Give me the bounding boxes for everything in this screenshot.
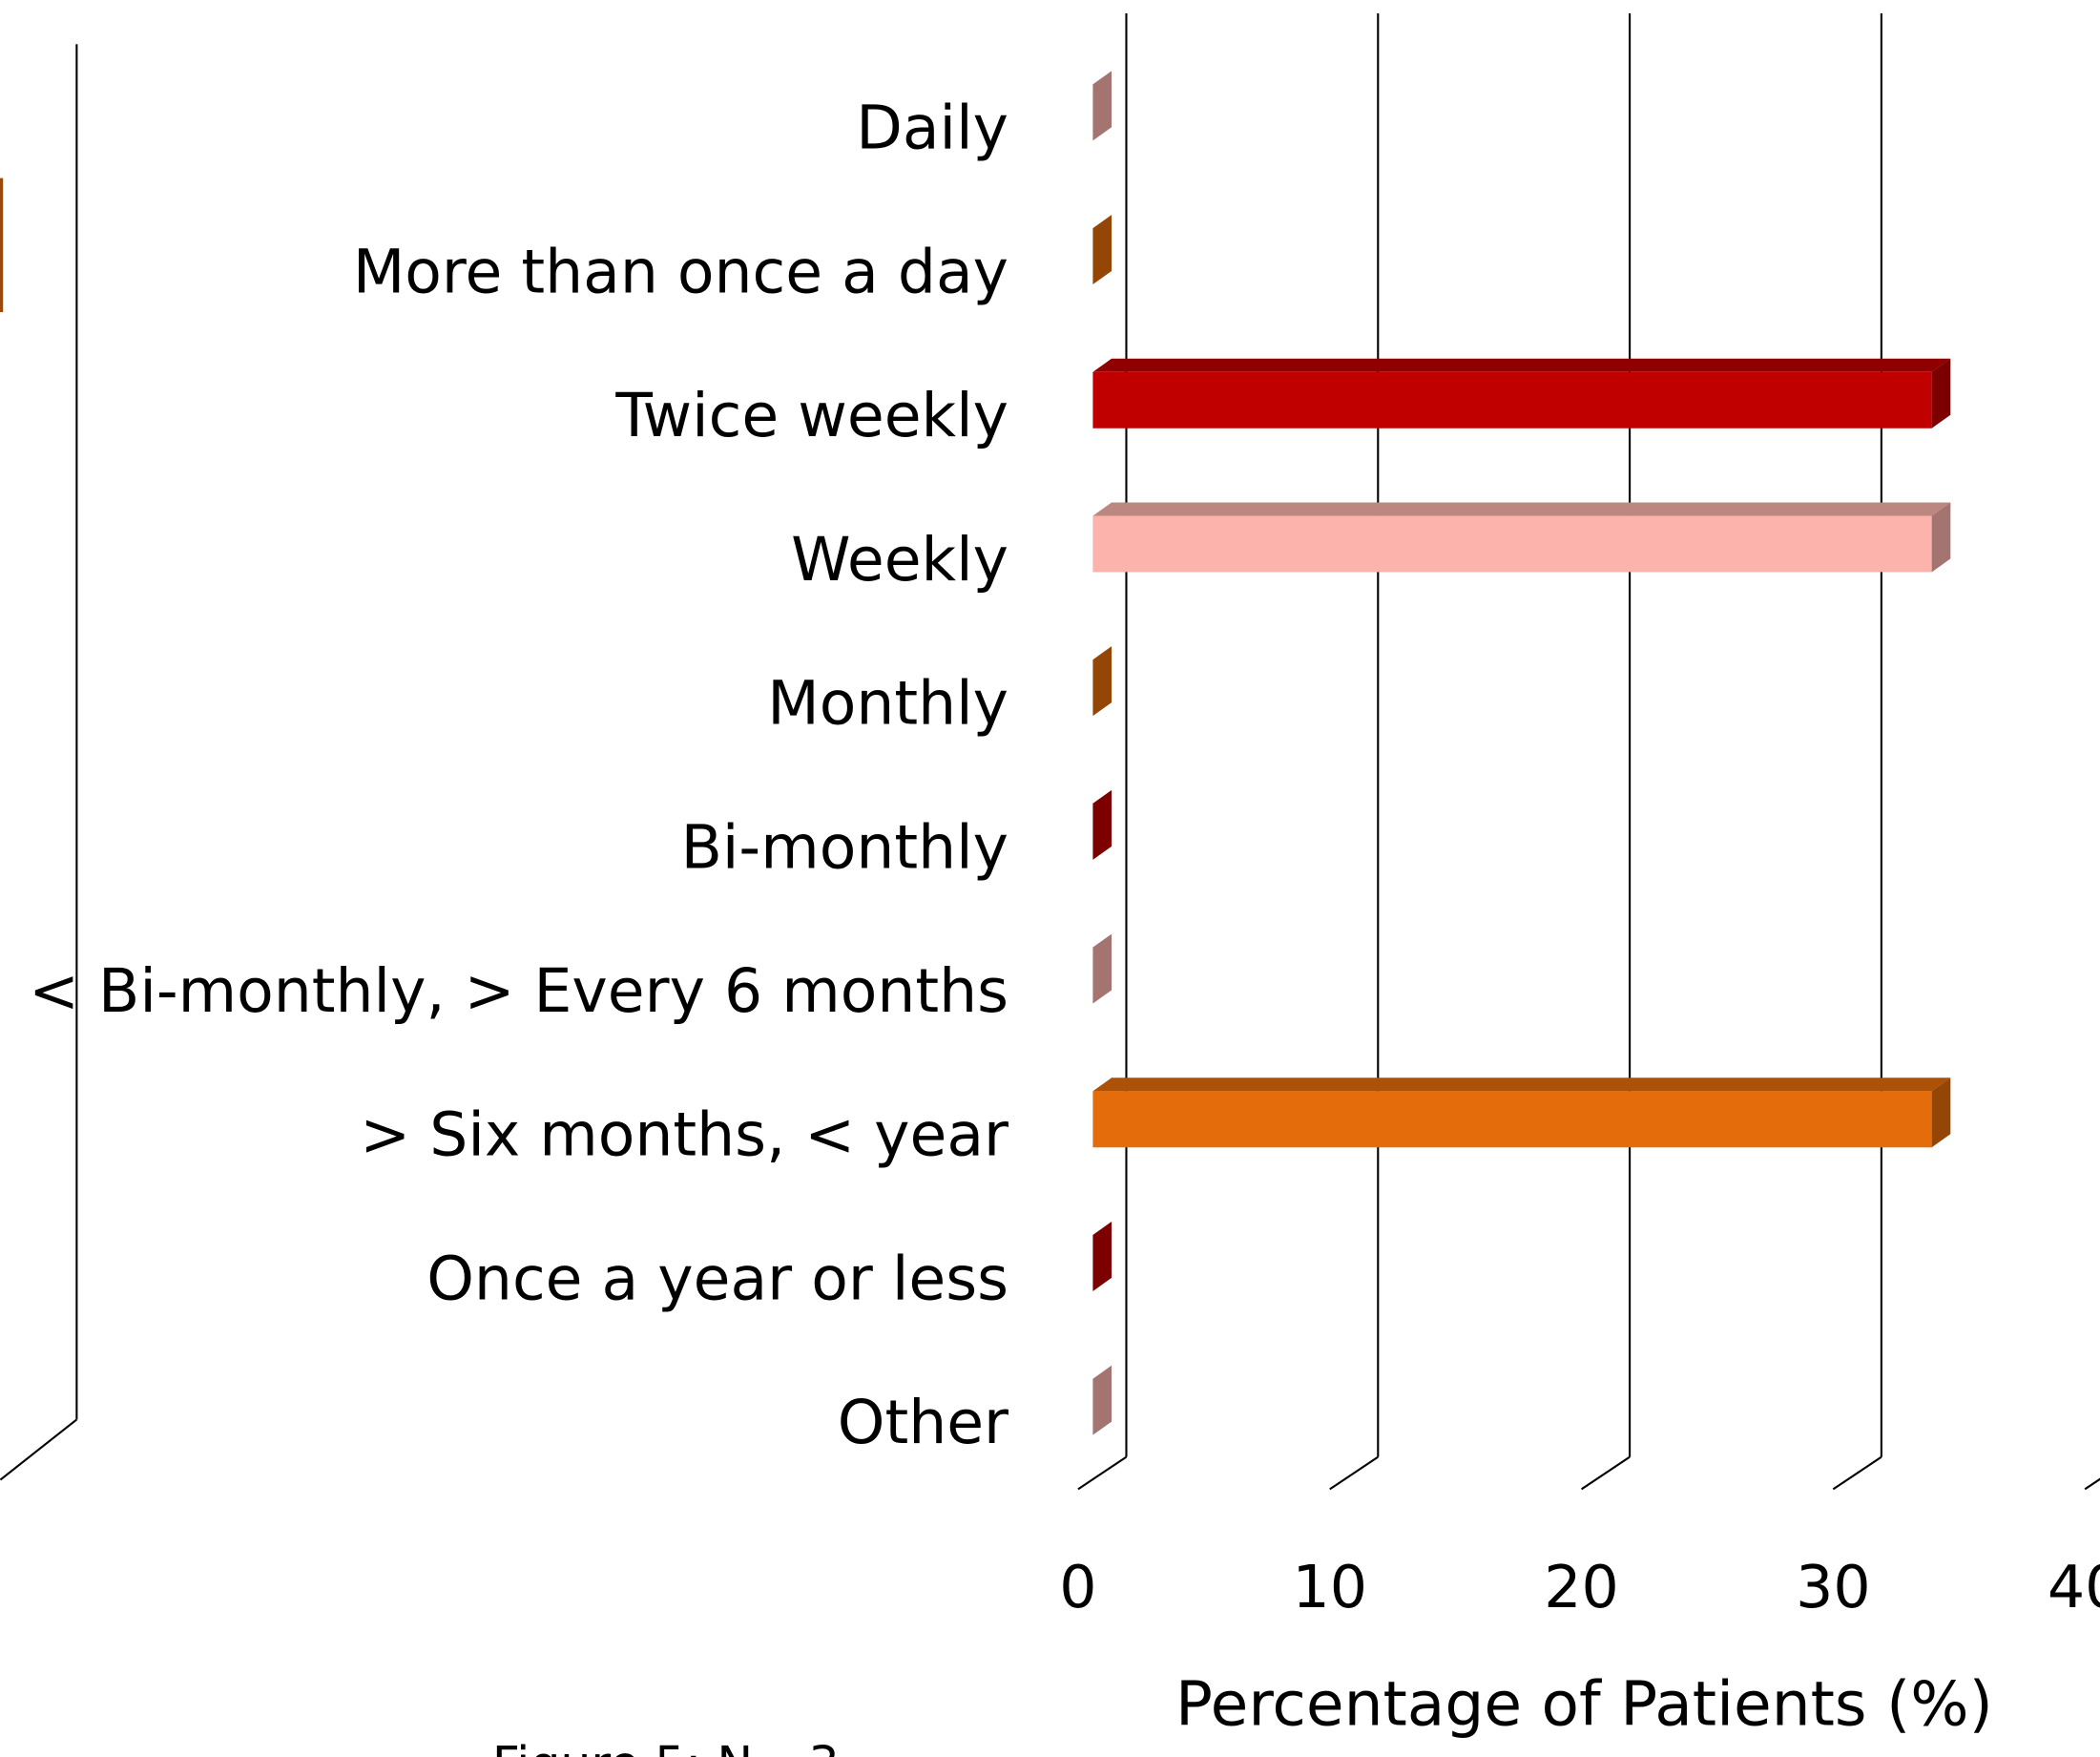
category-label: More than once a day [353, 236, 1008, 306]
category-label: Weekly [791, 524, 1008, 595]
bar-side [1931, 1077, 1951, 1148]
category-label: Once a year or less [426, 1243, 1008, 1313]
caption: Figure 5: N= 3 [492, 1736, 840, 1757]
grid-line-floor [1832, 1455, 1882, 1491]
grid-line-floor [1077, 1455, 1128, 1491]
x-tick-label: 20 [1544, 1553, 1619, 1621]
bar [1092, 502, 1951, 573]
bar-side [1092, 646, 1112, 717]
bar [1092, 71, 1112, 141]
x-tick-label: 10 [1292, 1553, 1367, 1621]
bar-front [1092, 515, 1932, 573]
x-tick-label: 0 [1059, 1553, 1096, 1621]
grid-line-floor [1329, 1455, 1379, 1491]
bar-side [1092, 1365, 1112, 1435]
bar-side [1092, 71, 1112, 141]
bar [1092, 358, 1951, 429]
x-axis-title: Percentage of Patients (%) [1175, 1668, 1993, 1740]
bar-side [1092, 789, 1112, 860]
grid-line-floor [2084, 1477, 2100, 1491]
bar [1092, 933, 1112, 1004]
category-label: Other [838, 1387, 1008, 1457]
bar-front [1092, 371, 1932, 429]
other-chart-axis [0, 1418, 78, 1481]
category-label: < Bi-monthly, > Every 6 months [29, 955, 1008, 1026]
bar [1092, 1365, 1112, 1435]
category-label: Monthly [767, 668, 1008, 739]
category-label: > Six months, < year [360, 1099, 1008, 1170]
category-label: Daily [856, 93, 1008, 163]
bar [1092, 1222, 1112, 1291]
bar-top [1092, 1077, 1951, 1092]
bar-front [1092, 1091, 1932, 1148]
bar-top [1092, 502, 1951, 516]
bar [1092, 1077, 1951, 1148]
category-label: Twice weekly [614, 380, 1008, 450]
bar [1092, 646, 1112, 717]
x-tick-label: 30 [1796, 1553, 1871, 1621]
grid-line-floor [1580, 1455, 1631, 1491]
bar-side [1092, 215, 1112, 285]
x-tick-label: 40 [2048, 1553, 2100, 1621]
bar-side [1931, 502, 1951, 573]
bar-side [1931, 358, 1951, 429]
bar [1092, 215, 1112, 285]
bar [1092, 789, 1112, 860]
bar-side [1092, 1222, 1112, 1291]
bar-side [1092, 933, 1112, 1004]
category-label: Bi-monthly [681, 811, 1008, 882]
bar-top [1092, 358, 1951, 372]
